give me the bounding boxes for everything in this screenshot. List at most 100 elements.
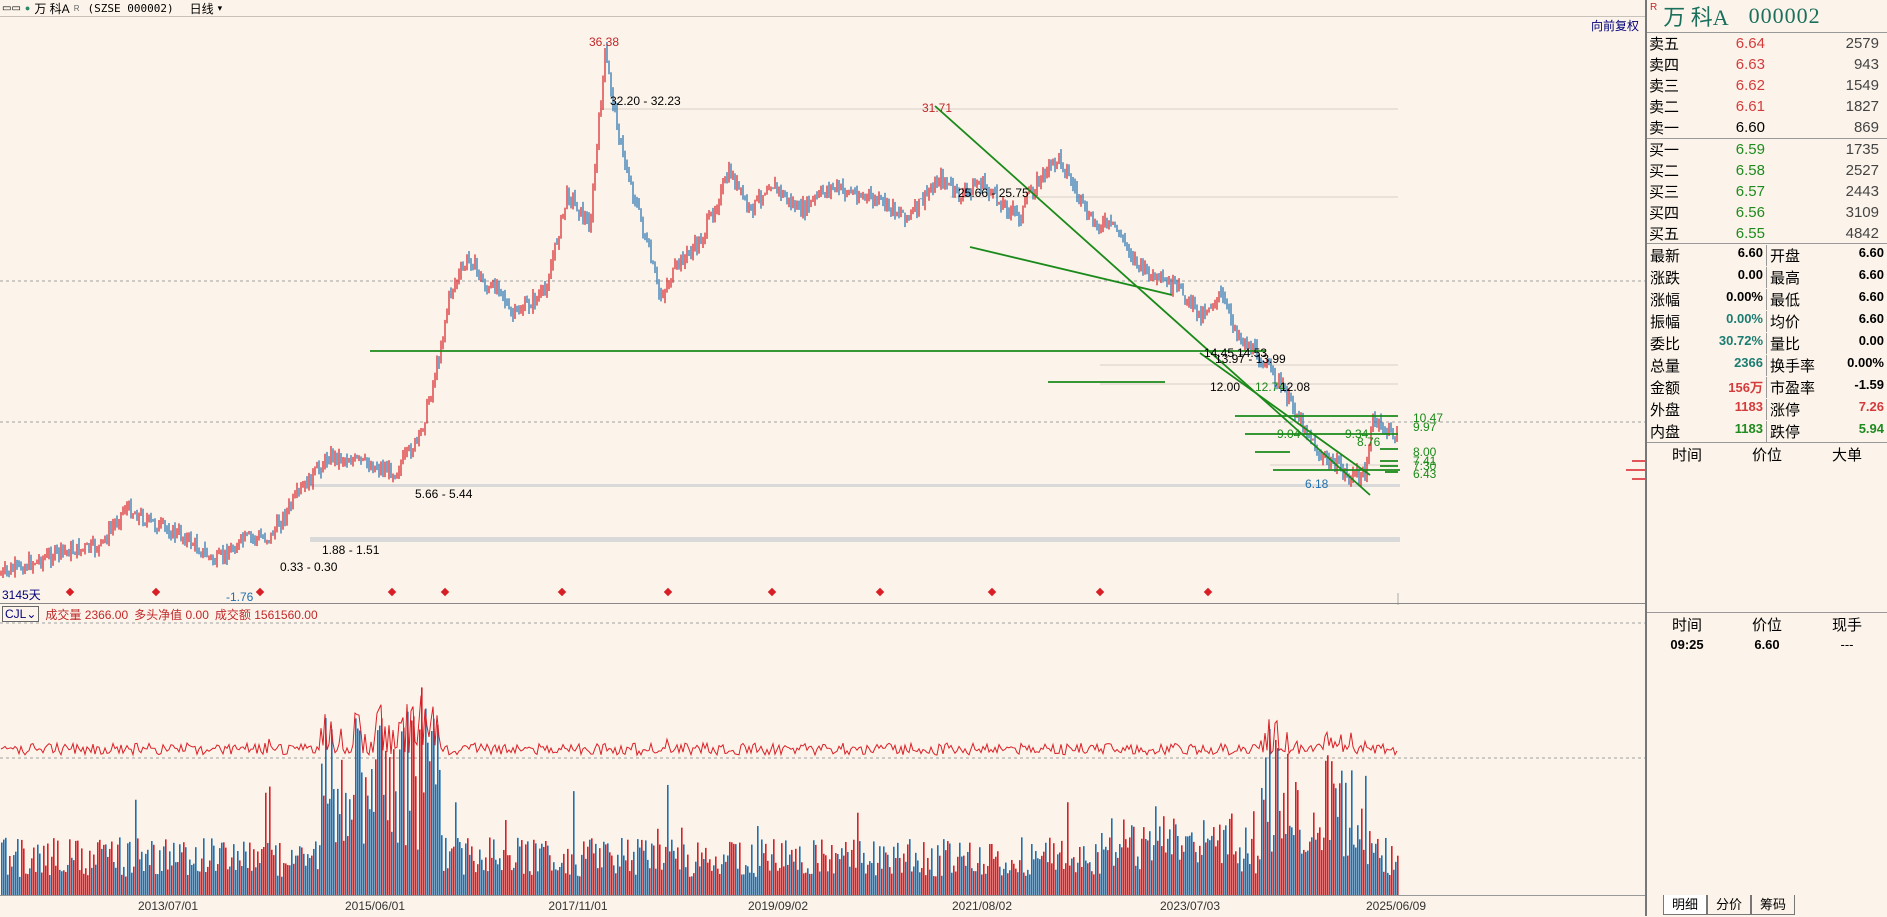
volume-bar <box>613 865 615 895</box>
volume-bar <box>1107 850 1109 895</box>
volume-bar <box>1199 845 1201 895</box>
volume-bar <box>673 850 675 895</box>
volume-bar <box>705 847 707 895</box>
tab-price[interactable]: 分价 <box>1707 895 1752 915</box>
volume-bar <box>337 788 339 895</box>
volume-bar <box>1345 782 1347 895</box>
volume-bar <box>387 820 389 895</box>
ask-row[interactable]: 卖四 6.63 943 <box>1649 56 1879 74</box>
volume-bar <box>955 871 957 895</box>
volume-bar <box>449 851 451 895</box>
volume-bar <box>611 855 613 895</box>
price-label: 7.41 <box>1413 454 1437 468</box>
volume-bar <box>1359 839 1361 895</box>
volume-bar <box>1363 849 1365 895</box>
volume-bar <box>1299 829 1301 895</box>
volume-bar <box>1203 820 1205 895</box>
ask-row[interactable]: 卖二 6.61 1827 <box>1649 98 1879 116</box>
bid-row[interactable]: 买一 6.59 1735 <box>1649 141 1879 159</box>
volume-bar <box>43 845 45 895</box>
volume-bar <box>61 871 63 895</box>
volume-bar <box>1269 728 1271 895</box>
volume-bar <box>319 845 321 895</box>
volume-bar <box>1289 825 1291 895</box>
volume-bar <box>305 865 307 895</box>
volume-bar <box>737 868 739 895</box>
volume-bar <box>227 869 229 895</box>
volume-bar <box>109 848 111 895</box>
volume-bar <box>1361 808 1363 895</box>
volume-bar <box>361 772 363 895</box>
volume-bar <box>509 855 511 895</box>
volume-bar <box>149 865 151 895</box>
volume-bar <box>791 849 793 895</box>
period-selector[interactable]: 日线 <box>189 1 214 16</box>
volume-bar <box>1267 821 1269 895</box>
volume-bar <box>851 849 853 895</box>
volume-bar <box>1019 860 1021 895</box>
ask-row[interactable]: 卖一 6.60 869 <box>1649 119 1879 137</box>
volume-bar <box>903 853 905 895</box>
volume-bar <box>1 842 3 895</box>
volume-bar <box>923 842 925 895</box>
volume-chart[interactable] <box>0 605 1645 895</box>
volume-bar <box>905 861 907 895</box>
adjust-forward-button[interactable]: 向前复权 <box>1590 19 1639 33</box>
volume-bar <box>1151 860 1153 895</box>
volume-bar <box>951 872 953 895</box>
volume-bar <box>67 864 69 895</box>
volume-bar <box>573 791 575 895</box>
volume-bar <box>1075 872 1077 895</box>
volume-bar <box>1205 842 1207 895</box>
volume-bar <box>499 858 501 895</box>
volume-bar <box>1195 852 1197 895</box>
volume-bar <box>395 791 397 895</box>
volume-bar <box>513 867 515 895</box>
volume-bar <box>797 869 799 895</box>
volume-bar <box>33 847 35 895</box>
volume-bar <box>1197 862 1199 895</box>
volume-bar <box>655 868 657 895</box>
volume-bar <box>801 862 803 895</box>
volume-bar <box>35 871 37 895</box>
volume-bar <box>1193 841 1195 895</box>
volume-bar <box>183 842 185 895</box>
chevron-down-icon[interactable]: ▾ <box>217 2 223 13</box>
volume-bar <box>763 853 765 895</box>
volume-bar <box>731 842 733 895</box>
tab-chips[interactable]: 筹码 <box>1751 895 1796 915</box>
volume-bar <box>1275 739 1277 895</box>
indicator-selector[interactable]: CJL⌄ <box>2 606 40 622</box>
tick-row[interactable]: 09:25 6.60 --- <box>1670 636 1854 652</box>
volume-bar <box>789 854 791 895</box>
volume-bar <box>1173 818 1175 895</box>
bid-row[interactable]: 买四 6.56 3109 <box>1649 204 1879 222</box>
volume-bar <box>1341 770 1343 895</box>
bid-row[interactable]: 买三 6.57 2443 <box>1649 183 1879 201</box>
volume-bar <box>945 850 947 895</box>
trend-line <box>934 105 1371 496</box>
volume-bar <box>963 855 965 895</box>
tab-detail[interactable]: 明细 <box>1663 895 1708 915</box>
volume-bar <box>417 849 419 895</box>
bid-row[interactable]: 买二 6.58 2527 <box>1649 162 1879 180</box>
volume-bar <box>869 861 871 895</box>
volume-bar <box>505 820 507 895</box>
volume-bar <box>793 861 795 895</box>
candlestick-chart[interactable]: 36.38 32.20 - 32.23 31.71 25.66 - 25.75 14.4… <box>0 17 1645 605</box>
volume-bar <box>247 867 249 895</box>
chart-header: ▭▭ ● 万 科A R (SZSE 000002) 日线 ▾ <box>0 0 1645 17</box>
ask-row[interactable]: 卖五 6.64 2579 <box>1649 35 1879 53</box>
bid-row[interactable]: 买五 6.55 4842 <box>1649 225 1879 243</box>
volume-bar <box>363 843 365 895</box>
volume-bar <box>711 870 713 895</box>
volume-bar <box>295 855 297 895</box>
stats-row: 内盘 1183 跌停 5.94 <box>1647 420 1887 442</box>
window-icon[interactable]: ▭▭ <box>2 2 21 14</box>
event-marker <box>875 587 885 597</box>
ask-row[interactable]: 卖三 6.62 1549 <box>1649 77 1879 95</box>
volume-bar <box>637 839 639 895</box>
volume-bar <box>255 867 257 895</box>
volume-bar <box>1331 761 1333 895</box>
volume-bar <box>489 837 491 895</box>
